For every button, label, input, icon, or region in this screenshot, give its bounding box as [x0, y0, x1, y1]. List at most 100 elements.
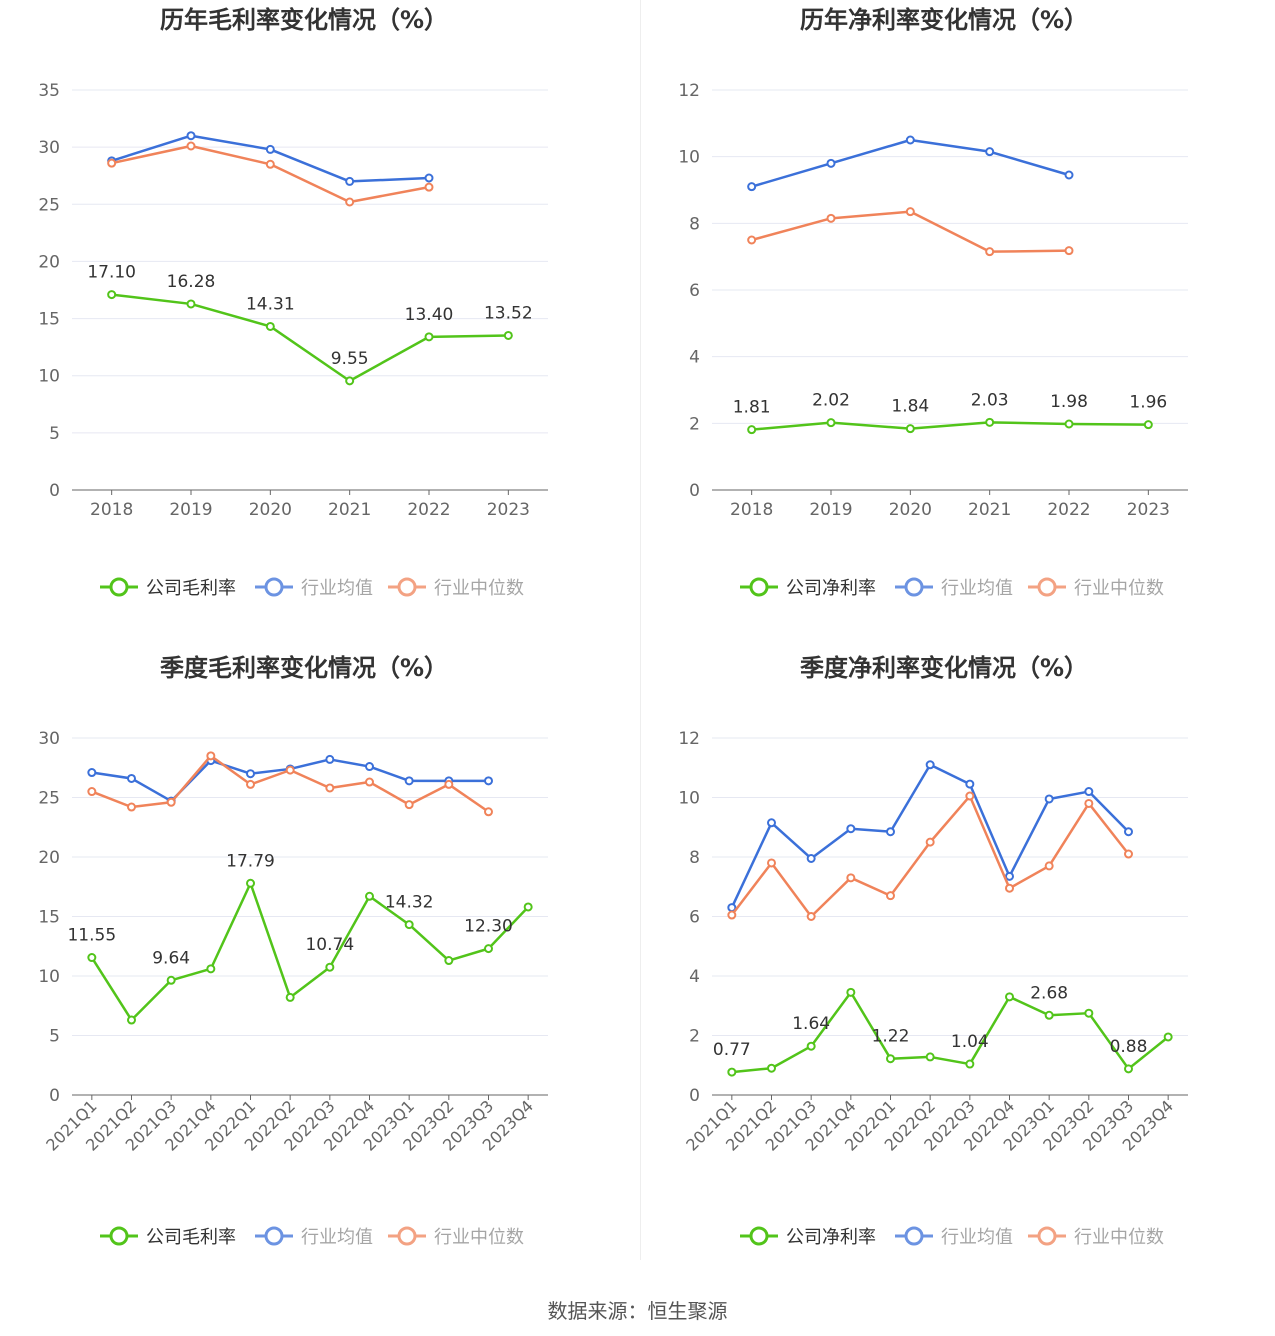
data-point-median	[265, 159, 275, 169]
data-point-avg	[246, 769, 255, 779]
legend-label: 行业中位数	[434, 578, 524, 599]
legend-label: 行业中位数	[434, 1227, 524, 1248]
y-tick-label: 20	[38, 252, 60, 272]
y-tick-label: 25	[38, 195, 60, 215]
data-point-median	[404, 800, 414, 810]
data-point-company	[1044, 1010, 1054, 1020]
legend-label: 行业中位数	[1074, 1227, 1164, 1248]
data-point-median	[87, 787, 97, 797]
data-point-avg	[484, 776, 493, 786]
legend-item-company[interactable]: 公司毛利率	[100, 1226, 236, 1248]
y-tick-label: 10	[678, 148, 700, 168]
data-point-company	[1163, 1032, 1173, 1042]
series-line-avg	[111, 134, 430, 183]
data-label: 1.04	[951, 1032, 989, 1052]
data-point-company	[826, 418, 836, 428]
data-label: 9.64	[152, 948, 190, 968]
legend-item-company[interactable]: 公司毛利率	[100, 577, 236, 599]
x-tick-label: 2020	[249, 500, 292, 520]
legend-item-median[interactable]: 行业中位数	[388, 577, 524, 599]
y-tick-label: 4	[689, 967, 700, 987]
chart-panel-quarterly-net-margin: 季度净利率变化情况（%） 0 2 4 6 8 10 12 2021Q1 2021Q2 2021Q3 2…	[640, 648, 1275, 1288]
legend-label: 行业均值	[941, 578, 1013, 599]
data-point-company	[806, 1041, 816, 1051]
x-tick-label: 2018	[90, 500, 133, 520]
data-point-avg	[365, 762, 374, 772]
legend-item-median[interactable]: 行业中位数	[388, 1226, 524, 1248]
data-point-company	[905, 424, 915, 434]
y-tick-label: 5	[49, 424, 60, 444]
legend-item-avg[interactable]: 行业均值	[255, 1226, 373, 1248]
legend-item-median[interactable]: 行业中位数	[1028, 1226, 1164, 1248]
legend-marker	[397, 1226, 417, 1246]
data-point-company	[265, 321, 275, 331]
y-tick-label: 2	[689, 1027, 700, 1047]
data-point-median	[905, 207, 915, 217]
chart-title: 季度毛利率变化情况（%）	[160, 654, 448, 682]
data-point-median	[1005, 883, 1014, 893]
legend-label: 行业均值	[301, 1227, 373, 1248]
legend-label: 公司毛利率	[146, 1227, 236, 1248]
legend-label: 公司净利率	[786, 578, 876, 599]
data-point-median	[246, 779, 255, 789]
y-tick-label: 15	[38, 310, 60, 330]
data-point-company	[325, 962, 335, 972]
data-label: 2.68	[1030, 983, 1068, 1003]
data-point-avg	[265, 144, 275, 154]
data-point-company	[727, 1067, 737, 1077]
legend-marker	[904, 577, 924, 597]
y-tick-label: 0	[49, 1086, 60, 1106]
y-tick-label: 6	[689, 281, 700, 301]
data-point-company	[186, 299, 196, 309]
series-line-company	[751, 421, 1149, 431]
legend-item-company[interactable]: 公司净利率	[740, 1226, 876, 1248]
data-point-company	[1084, 1008, 1094, 1018]
data-label: 1.98	[1050, 392, 1088, 412]
data-label: 17.10	[87, 263, 136, 283]
data-point-avg	[87, 768, 97, 778]
x-tick-label: 2022	[407, 500, 450, 520]
legend-item-avg[interactable]: 行业均值	[255, 577, 373, 599]
series-line-company	[90, 882, 530, 1022]
legend-marker	[1037, 1226, 1057, 1246]
series-line-median	[730, 794, 1130, 918]
x-tick-label: 2021	[328, 500, 371, 520]
data-point-company	[444, 956, 454, 966]
data-point-avg	[886, 827, 895, 837]
y-tick-label: 4	[689, 348, 700, 368]
legend-item-avg[interactable]: 行业均值	[895, 577, 1013, 599]
legend-item-company[interactable]: 公司净利率	[740, 577, 876, 599]
data-point-avg	[1124, 827, 1133, 837]
data-point-median	[365, 777, 374, 787]
data-point-company	[1143, 420, 1153, 430]
y-tick-label: 10	[678, 789, 700, 809]
legend-marker	[1037, 577, 1057, 597]
data-point-company	[365, 891, 374, 901]
data-source-note: 数据来源：恒生聚源	[547, 1299, 728, 1323]
data-point-company	[985, 417, 995, 427]
data-point-company	[503, 330, 513, 340]
data-point-avg	[806, 853, 816, 863]
legend-item-avg[interactable]: 行业均值	[895, 1226, 1013, 1248]
data-point-median	[925, 837, 935, 847]
data-label: 14.31	[246, 294, 295, 314]
data-point-avg	[325, 754, 335, 764]
data-label: 0.77	[713, 1040, 751, 1060]
data-point-median	[767, 858, 776, 868]
data-point-median	[166, 797, 176, 807]
x-tick-label: 2022	[1047, 500, 1090, 520]
legend-item-median[interactable]: 行业中位数	[1028, 577, 1164, 599]
data-label: 1.64	[792, 1014, 830, 1034]
data-point-median	[107, 158, 117, 168]
data-point-median	[1084, 798, 1094, 808]
y-tick-label: 5	[49, 1027, 60, 1047]
legend-marker	[109, 1226, 129, 1246]
data-point-median	[285, 765, 295, 775]
data-point-company	[925, 1052, 935, 1062]
data-point-median	[886, 891, 895, 901]
data-point-company	[1005, 992, 1014, 1002]
data-point-company	[87, 953, 97, 963]
data-point-median	[325, 783, 335, 793]
data-point-avg	[404, 776, 414, 786]
series-line-company	[111, 293, 509, 383]
